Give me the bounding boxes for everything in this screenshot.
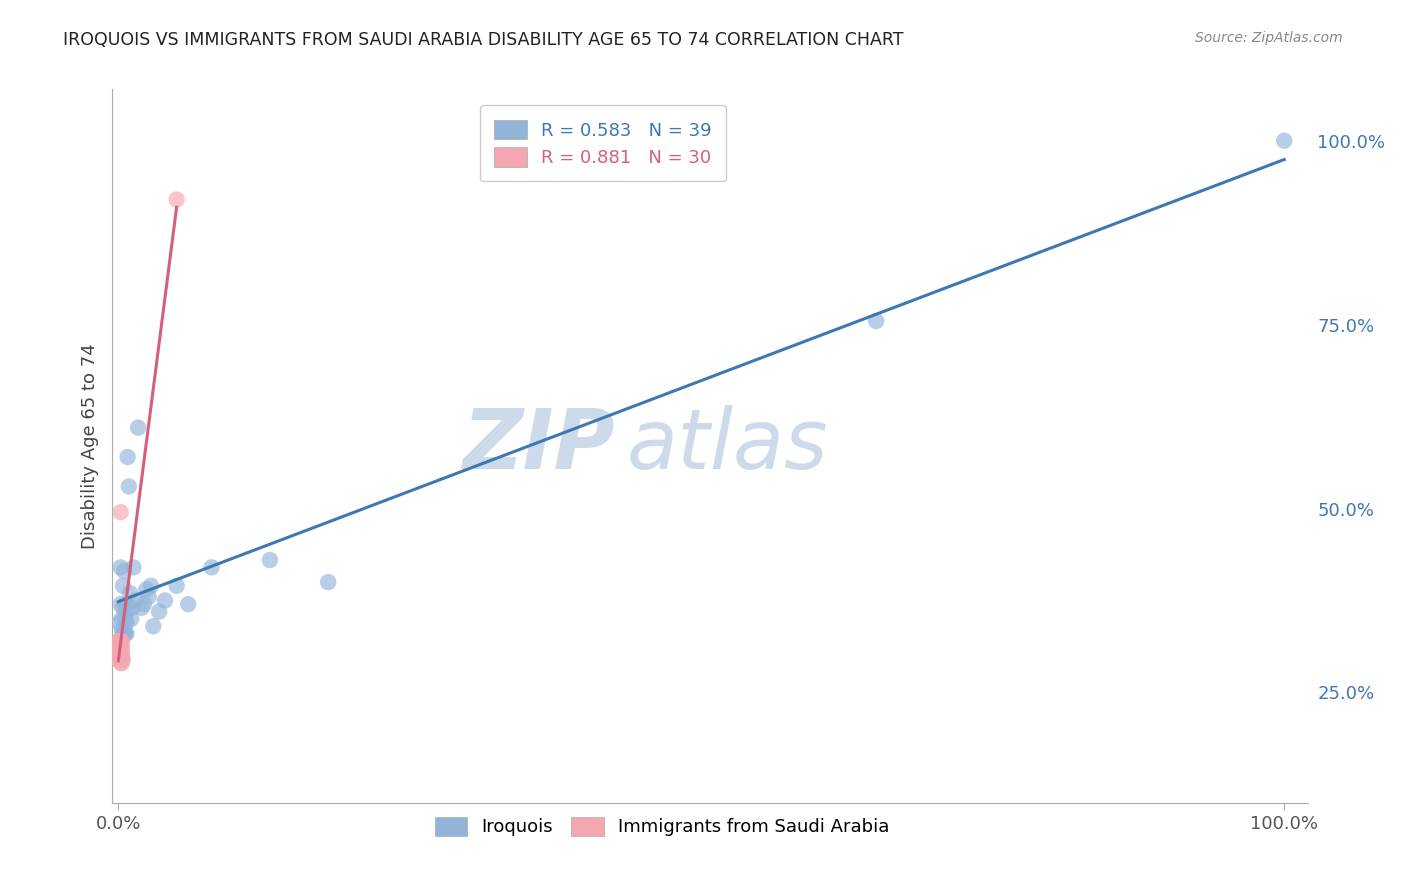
Point — [108, 652, 131, 666]
Point — [114, 597, 136, 611]
Point — [108, 645, 131, 659]
Point — [115, 626, 138, 640]
Point — [114, 626, 136, 640]
Point — [166, 193, 188, 207]
Point — [118, 479, 141, 493]
Point — [111, 648, 134, 663]
Point — [865, 314, 887, 328]
Point — [111, 623, 134, 637]
Point — [135, 582, 157, 597]
Point — [110, 648, 132, 663]
Point — [111, 579, 134, 593]
Point — [108, 648, 131, 663]
Point — [111, 638, 134, 652]
Text: Source: ZipAtlas.com: Source: ZipAtlas.com — [1195, 31, 1343, 45]
Point — [115, 605, 138, 619]
Legend: Iroquois, Immigrants from Saudi Arabia: Iroquois, Immigrants from Saudi Arabia — [420, 802, 904, 851]
Point — [138, 590, 160, 604]
Point — [107, 638, 129, 652]
Point — [110, 560, 132, 574]
Point — [166, 579, 188, 593]
Point — [110, 641, 132, 656]
Point — [131, 600, 153, 615]
Point — [127, 420, 149, 434]
Point — [111, 634, 134, 648]
Y-axis label: Disability Age 65 to 74: Disability Age 65 to 74 — [80, 343, 98, 549]
Point — [142, 619, 165, 633]
Point — [108, 638, 131, 652]
Point — [153, 593, 176, 607]
Point — [110, 505, 132, 519]
Point — [148, 605, 170, 619]
Point — [111, 641, 134, 656]
Point — [108, 641, 131, 656]
Point — [132, 597, 155, 611]
Point — [115, 615, 138, 630]
Point — [110, 656, 132, 670]
Point — [112, 626, 135, 640]
Point — [107, 641, 129, 656]
Point — [108, 615, 131, 630]
Point — [111, 645, 134, 659]
Point — [111, 612, 134, 626]
Point — [107, 645, 129, 659]
Point — [107, 634, 129, 648]
Point — [125, 593, 148, 607]
Point — [110, 634, 132, 648]
Point — [139, 579, 162, 593]
Point — [110, 638, 132, 652]
Text: atlas: atlas — [627, 406, 828, 486]
Point — [108, 634, 131, 648]
Point — [107, 638, 129, 652]
Point — [111, 626, 134, 640]
Point — [107, 648, 129, 663]
Point — [111, 600, 134, 615]
Point — [110, 597, 132, 611]
Text: ZIP: ZIP — [461, 406, 614, 486]
Point — [120, 612, 142, 626]
Point — [259, 553, 281, 567]
Point — [200, 560, 222, 574]
Point — [316, 575, 339, 590]
Point — [117, 450, 139, 464]
Text: IROQUOIS VS IMMIGRANTS FROM SAUDI ARABIA DISABILITY AGE 65 TO 74 CORRELATION CHA: IROQUOIS VS IMMIGRANTS FROM SAUDI ARABIA… — [63, 31, 904, 49]
Point — [111, 656, 134, 670]
Point — [121, 600, 143, 615]
Point — [111, 652, 134, 666]
Point — [107, 652, 129, 666]
Point — [114, 612, 136, 626]
Point — [118, 586, 141, 600]
Point — [112, 564, 135, 578]
Point — [122, 560, 145, 574]
Point — [111, 652, 134, 666]
Point — [1272, 134, 1295, 148]
Point — [177, 597, 200, 611]
Point — [110, 652, 132, 666]
Point — [110, 645, 132, 659]
